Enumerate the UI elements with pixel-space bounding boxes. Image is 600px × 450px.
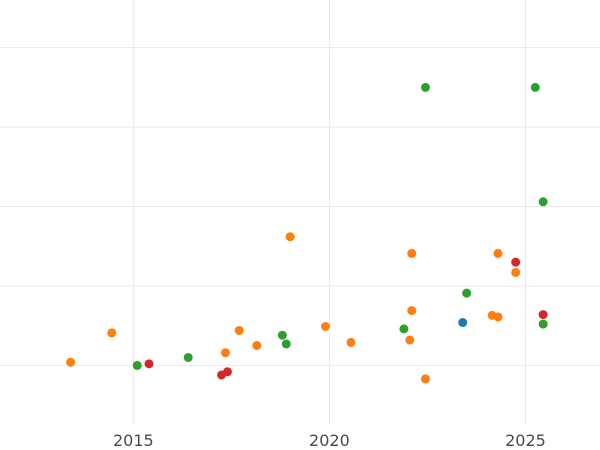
x-tick-label: 2015 [113,431,154,450]
data-point [493,312,503,322]
data-point [107,328,117,338]
gridlines [0,0,600,425]
data-point [252,341,262,351]
data-point [538,197,548,207]
data-point [405,335,415,345]
data-point [222,367,232,377]
data-point [511,257,521,267]
data-points [66,82,548,384]
x-tick-label: 2020 [309,431,350,450]
x-tick-labels: 2015 2020 2025 [113,431,546,450]
data-point [346,337,356,347]
data-point [285,232,295,242]
data-point [234,325,244,335]
data-point [420,374,430,384]
data-point [462,288,472,298]
data-point [320,321,330,331]
data-point [220,348,230,358]
data-point [144,359,154,369]
data-point [493,248,503,258]
data-point [277,330,287,340]
data-point [420,82,430,92]
data-point [281,339,291,349]
data-point [66,357,76,367]
data-point [407,248,417,258]
data-point [407,306,417,316]
data-point [511,267,521,277]
x-tick-label: 2025 [505,431,546,450]
data-point [399,324,409,334]
data-point [132,360,142,370]
data-point [530,82,540,92]
data-point [538,319,548,329]
data-point [458,318,468,328]
data-point [538,310,548,320]
data-point [183,352,193,362]
